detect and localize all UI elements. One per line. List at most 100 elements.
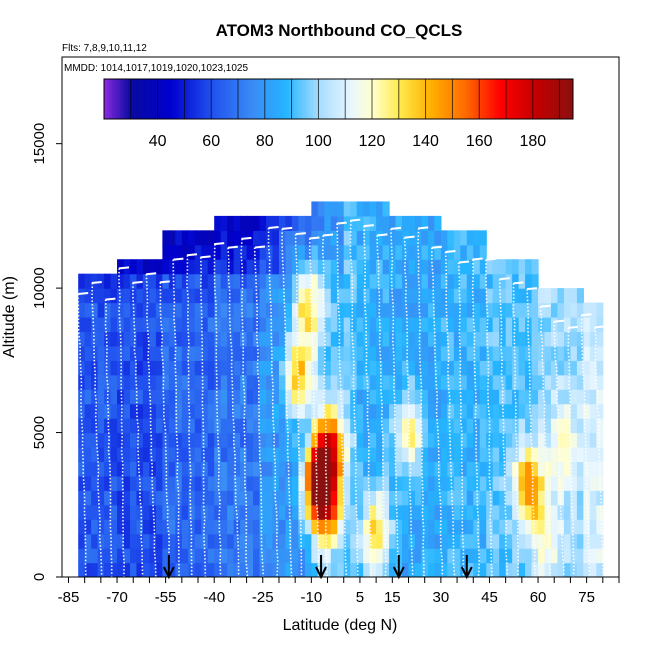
colorbar-tick-label: 80 [256,133,274,150]
heatmap-cell [201,374,209,390]
heatmap-cell [499,374,507,390]
heatmap-cell [343,244,351,260]
heatmap-cell [246,432,254,448]
heatmap-cell [136,317,144,333]
heatmap-cell [356,533,364,549]
colorbar-swatch [133,79,137,119]
heatmap-cell [557,345,565,361]
heatmap-cell [298,533,306,549]
colorbar-swatch [211,79,215,119]
heatmap-cell [117,504,125,520]
x-tick-label: 5 [356,589,364,606]
colorbar-swatch [409,79,413,119]
heatmap-cell [382,331,390,347]
heatmap-cell [181,461,189,477]
heatmap-cell [369,273,377,289]
heatmap-cell [337,244,345,260]
heatmap-cell [408,317,416,333]
heatmap-cell [91,447,99,463]
heatmap-cell [538,432,546,448]
heatmap-cell [395,345,403,361]
heatmap-cell [512,533,520,549]
heatmap-cell [389,447,397,463]
heatmap-cell [136,389,144,405]
heatmap-cell [473,504,481,520]
heatmap-cell [240,273,248,289]
flight-level-leg [350,218,361,222]
heatmap-cell [201,519,209,535]
heatmap-cell [201,475,209,491]
heatmap-cell [220,273,228,289]
colorbar-swatch [425,79,429,119]
heatmap-cell [188,259,196,275]
flight-profile [308,238,321,577]
flight-level-leg [295,232,306,236]
heatmap-cell [395,475,403,491]
heatmap-cell [570,374,578,390]
heatmap-cell [557,389,565,405]
heatmap-cell [402,519,410,535]
heatmap-cell [259,504,267,520]
colorbar-swatch [433,79,437,119]
heatmap-cell [363,418,371,434]
heatmap-cell [447,562,455,577]
heatmap-cell [531,374,539,390]
heatmap-cell [214,519,222,535]
heatmap-cell [408,504,416,520]
heatmap-cell [110,389,118,405]
heatmap-cell [117,533,125,549]
flight-level-leg [458,260,470,264]
heatmap-cell [272,331,280,347]
heatmap-cell [194,302,202,318]
heatmap-cell [531,259,539,275]
heatmap-cell [162,360,170,376]
heatmap-cell [337,519,345,535]
heatmap-cell [479,273,487,289]
heatmap-cell [512,259,520,275]
heatmap-cell [155,562,163,577]
heatmap-cell [330,461,338,477]
heatmap-cell [369,432,377,448]
flight-level-leg [486,257,497,261]
heatmap-cell [499,519,507,535]
heatmap-cell [324,490,332,506]
heatmap-cell [233,548,241,564]
heatmap-cell [557,374,565,390]
heatmap-cell [427,519,436,535]
heatmap-cell [505,533,513,549]
flight-profile [553,321,565,577]
heatmap-cell [343,201,351,217]
heatmap-cell [130,475,138,491]
heatmap-cell [363,490,371,506]
heatmap-cell [259,533,267,549]
heatmap-cell [311,432,319,448]
heatmap-cell [175,288,183,304]
heatmap-cell [486,302,494,318]
heatmap-cell [136,562,144,577]
heatmap-cell [97,403,105,419]
heatmap-cell [525,403,533,419]
heatmap-cell [544,302,552,318]
heatmap-cell [414,533,423,549]
heatmap-cell [563,288,572,304]
heatmap-cell [389,244,397,260]
heatmap-cell [589,374,597,390]
heatmap-cell [356,317,364,333]
heatmap-cell [136,403,144,419]
heatmap-cell [596,548,604,564]
heatmap-cell [570,288,578,304]
heatmap-cell [324,201,332,217]
heatmap-cell [291,215,300,231]
heatmap-cell [479,403,487,419]
heatmap-cell [440,360,448,376]
heatmap-cell [544,403,552,419]
heatmap-cell [285,548,293,564]
heatmap-cell [272,533,280,549]
heatmap-cell [233,215,241,231]
flight-level-leg [377,233,388,237]
heatmap-cell [304,360,312,376]
heatmap-cell [330,273,338,289]
flight-level-leg [363,224,374,228]
heatmap-cell [550,432,559,448]
heatmap-cell [466,490,474,506]
